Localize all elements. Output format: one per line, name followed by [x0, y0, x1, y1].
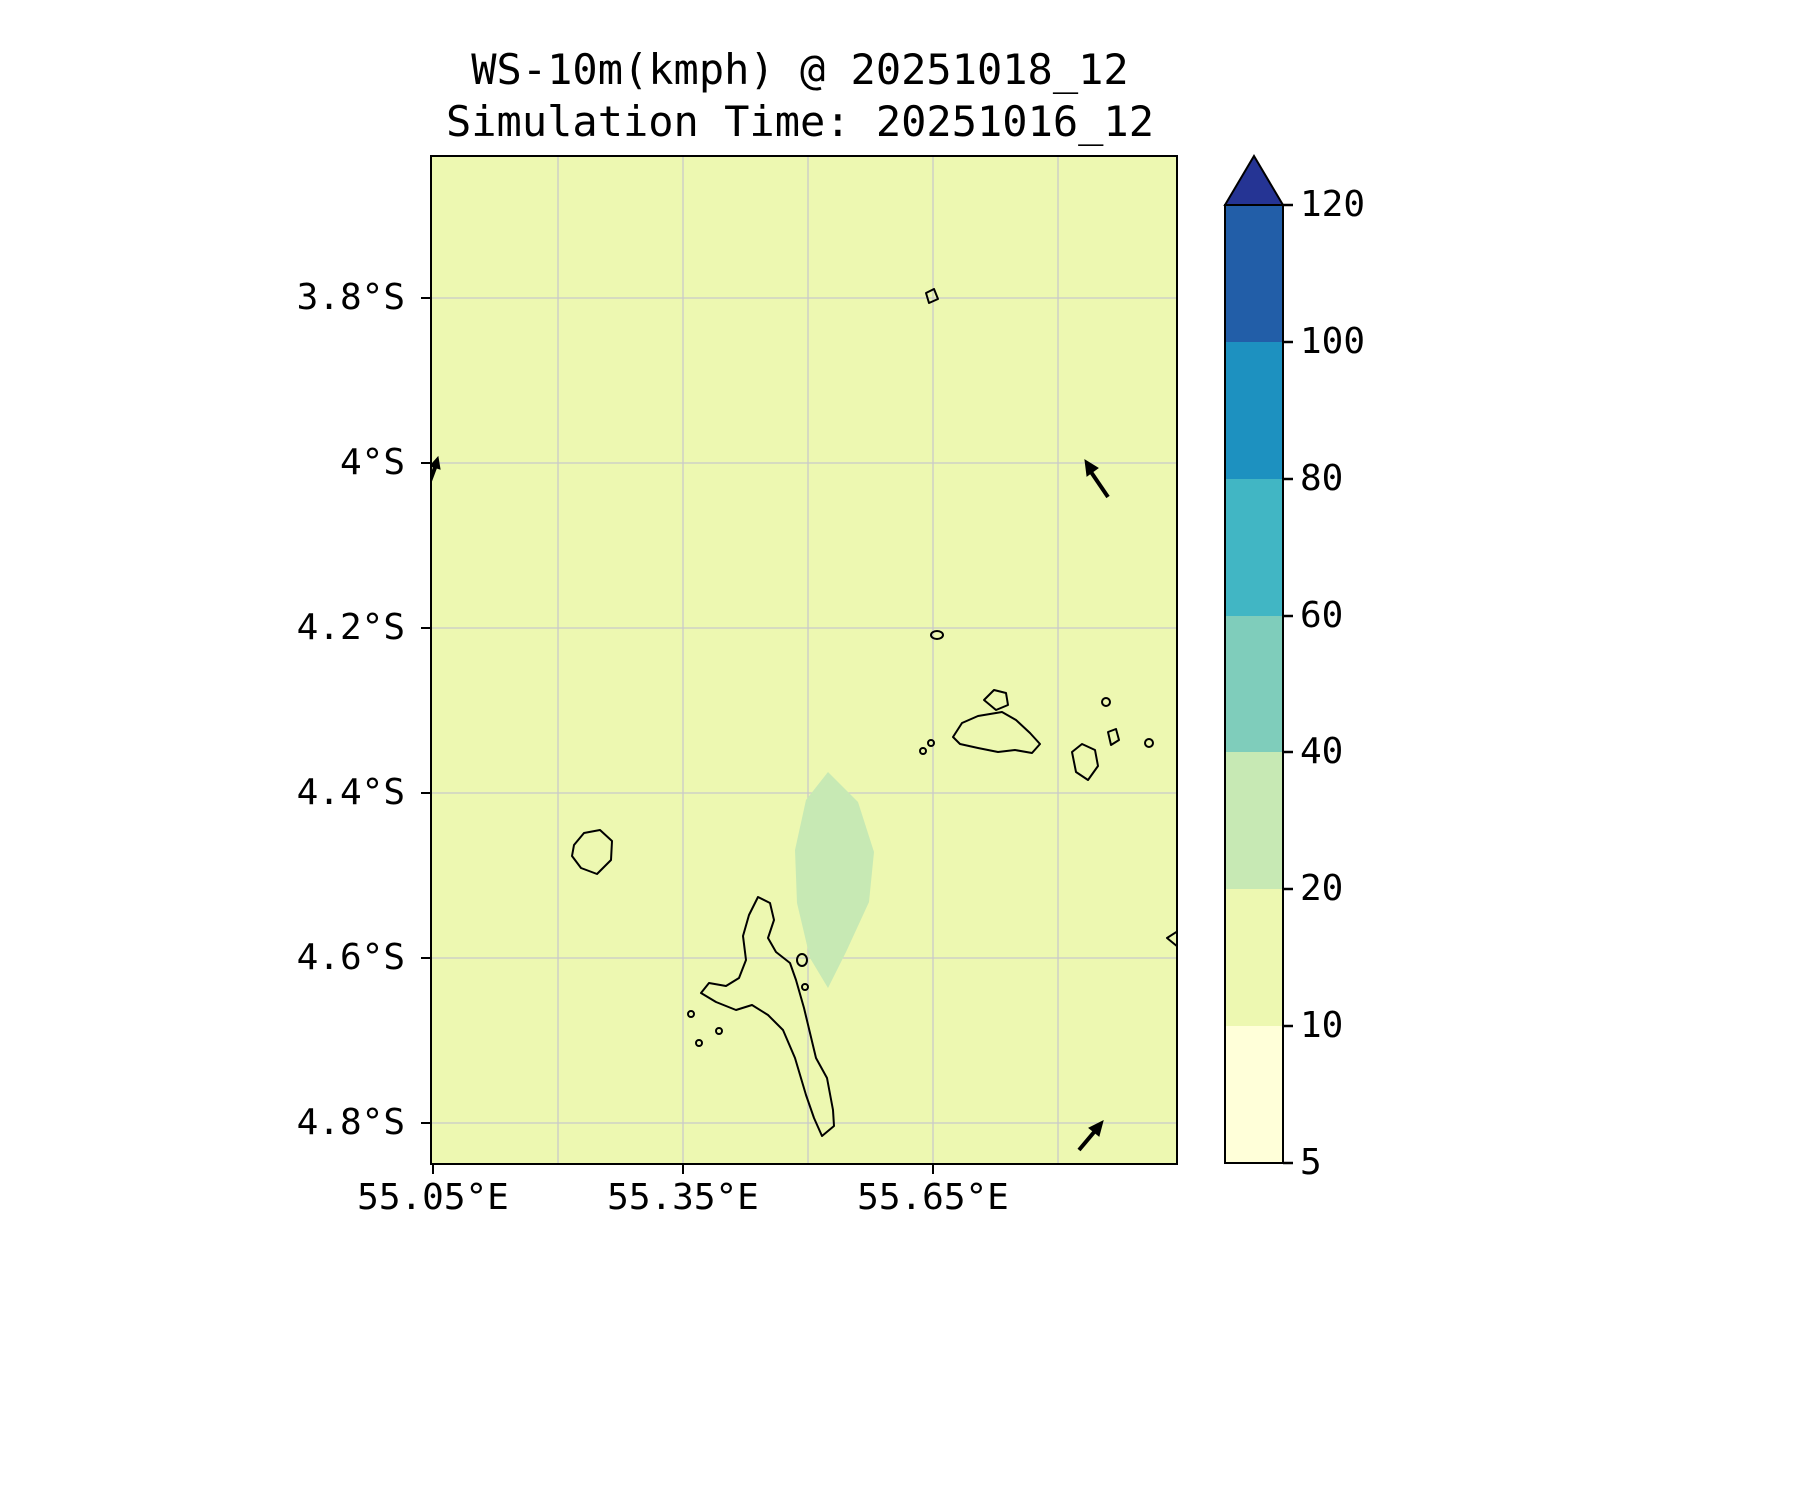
colorbar-segment — [1225, 1026, 1283, 1163]
coastline-silhouette — [571, 829, 613, 875]
y-axis-tick — [421, 297, 430, 299]
y-tick-label: 4.8°S — [296, 1102, 405, 1143]
wind-arrow-head — [1084, 459, 1099, 477]
y-axis-tick — [421, 957, 430, 959]
coastline-edge-islet — [1166, 930, 1178, 948]
colorbar-tick-label: 80 — [1300, 458, 1344, 499]
coastline-praslin — [952, 711, 1041, 754]
x-axis-tick — [932, 1165, 934, 1174]
colorbar-segment — [1225, 342, 1283, 479]
gridlines — [430, 155, 1178, 1165]
coastline-islet — [1107, 728, 1120, 746]
y-axis-tick — [421, 627, 430, 629]
colorbar-tick-label: 5 — [1300, 1142, 1322, 1183]
colorbar-ticks — [1283, 203, 1293, 1165]
plot-frame — [430, 155, 1178, 1165]
coastline-islet — [687, 1010, 695, 1018]
colorbar-tick-label: 100 — [1300, 321, 1366, 362]
wind-arrow-head — [1088, 1120, 1104, 1137]
colorbar-segment — [1225, 889, 1283, 1026]
wind-arrow-ne-quadrant — [1089, 470, 1110, 499]
y-axis-tick — [421, 462, 430, 464]
coastline-ste-anne — [796, 953, 808, 967]
y-axis-tick — [421, 792, 430, 794]
colorbar — [1223, 154, 1293, 1165]
coastline-islet — [801, 983, 809, 991]
x-tick-label: 55.65°E — [857, 1177, 1009, 1218]
map-background — [430, 155, 1178, 1165]
contour-patch-20-40 — [795, 772, 874, 988]
coastline-north-islet — [925, 288, 939, 304]
colorbar-frame — [1224, 204, 1284, 1164]
coastline-islet — [927, 739, 935, 747]
plot-title: WS-10m(kmph) @ 20251018_12 — [471, 45, 1129, 94]
map-plot — [430, 155, 1178, 1165]
colorbar-tick-label: 20 — [1300, 868, 1344, 909]
y-tick-label: 4.4°S — [296, 772, 405, 813]
x-axis-tick — [432, 1165, 434, 1174]
coastline-islet — [919, 747, 927, 755]
colorbar-segment — [1225, 616, 1283, 752]
x-axis-tick — [682, 1165, 684, 1174]
colorbar-tick-label: 60 — [1300, 595, 1344, 636]
colorbar-tick-label: 120 — [1300, 184, 1366, 225]
plot-subtitle: Simulation Time: 20251016_12 — [445, 97, 1154, 146]
colorbar-segment — [1225, 205, 1283, 342]
coastline-la-digue — [1071, 743, 1099, 781]
coastline-curieuse — [983, 689, 1009, 711]
colorbar-segment — [1225, 479, 1283, 616]
wind-arrow-se-quadrant — [1077, 1129, 1097, 1152]
coastline-islet — [695, 1039, 703, 1047]
y-tick-label: 4°S — [339, 442, 405, 483]
x-tick-label: 55.05°E — [357, 1177, 509, 1218]
wind-arrow-head — [430, 455, 441, 470]
coastline-islet — [930, 630, 944, 640]
coastline-islet — [715, 1027, 723, 1035]
coastline-islet — [1101, 697, 1111, 707]
y-tick-label: 3.8°S — [296, 277, 405, 318]
y-tick-label: 4.6°S — [296, 937, 405, 978]
coastlines — [571, 288, 1178, 1137]
colorbar-tick-label: 40 — [1300, 731, 1344, 772]
colorbar-segment — [1225, 752, 1283, 889]
y-tick-label: 4.2°S — [296, 607, 405, 648]
coastline-mahe — [700, 896, 835, 1137]
colorbar-extend-triangle — [1223, 154, 1285, 206]
y-axis-tick — [421, 1122, 430, 1124]
colorbar-tick-label: 10 — [1300, 1005, 1344, 1046]
x-tick-label: 55.35°E — [607, 1177, 759, 1218]
coastline-fregate — [1144, 738, 1154, 748]
